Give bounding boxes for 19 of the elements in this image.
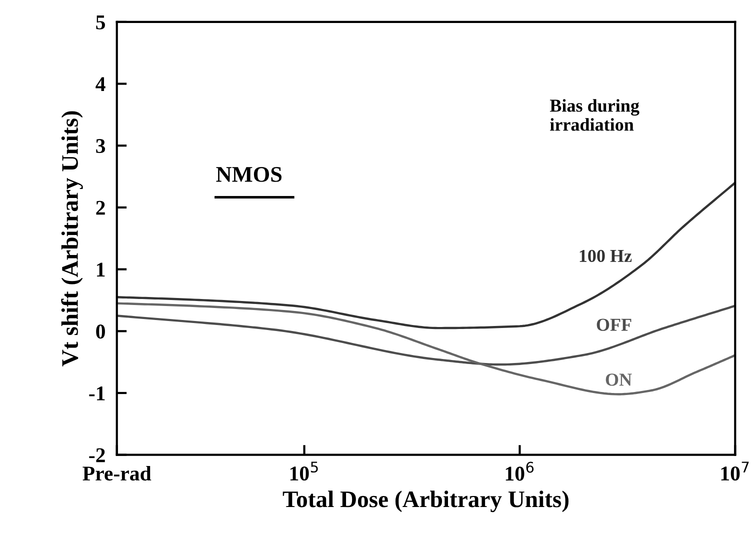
series-label: ON [606,374,632,386]
x-tick-label: 10$^{6}$ [506,462,534,481]
series-label: 100 Hz [580,250,632,262]
annotation: NMOS [216,166,282,182]
x-tick-label: 10$^{7}$ [721,462,749,481]
y-tick-label: 0 [96,324,105,339]
y-tick-label: 5 [96,16,105,30]
series-label: OFF [596,318,632,331]
y-tick-label: -2 [89,448,105,462]
y-tick-label: 1 [97,262,105,277]
x-axis-title: Total Dose (Arbitrary Units) [282,490,568,512]
x-tick-label: Pre-rad [82,466,152,481]
x-tick-label: 10$^{5}$ [290,462,318,481]
y-tick-label: -1 [89,386,105,400]
annotation: Bias during irradiation [550,99,640,131]
y-tick-label: 2 [96,200,105,215]
y-axis-title: Vt shift (Arbitrary Units) [61,111,83,366]
y-tick-label: 4 [96,77,106,91]
y-tick-label: 3 [96,139,106,154]
